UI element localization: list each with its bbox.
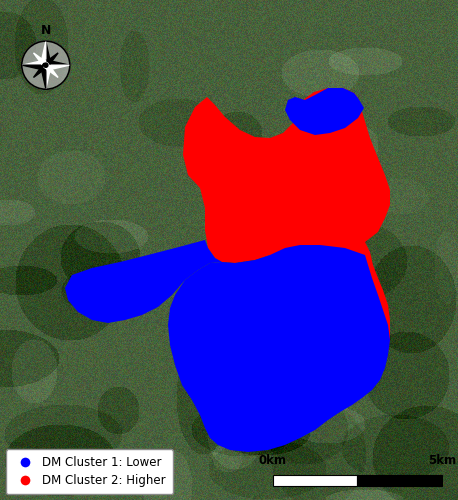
Polygon shape [33,53,48,67]
Polygon shape [46,65,69,70]
Polygon shape [46,42,51,65]
Legend: DM Cluster 1: Lower, DM Cluster 2: Higher: DM Cluster 1: Lower, DM Cluster 2: Highe… [6,449,173,494]
Polygon shape [40,42,46,65]
Polygon shape [44,53,58,67]
Polygon shape [183,88,390,390]
Bar [273,475,357,486]
Polygon shape [285,88,364,135]
Text: N: N [41,24,51,37]
Polygon shape [44,64,58,78]
Circle shape [22,41,70,89]
Text: 0km: 0km [258,454,287,468]
Polygon shape [40,65,46,88]
Text: 5km: 5km [428,454,456,468]
Polygon shape [46,60,69,65]
Polygon shape [33,64,48,78]
Polygon shape [168,245,390,452]
Polygon shape [65,240,222,323]
Polygon shape [22,60,46,65]
Polygon shape [22,65,46,70]
Polygon shape [46,65,51,88]
Circle shape [44,63,48,68]
Bar [357,475,442,486]
